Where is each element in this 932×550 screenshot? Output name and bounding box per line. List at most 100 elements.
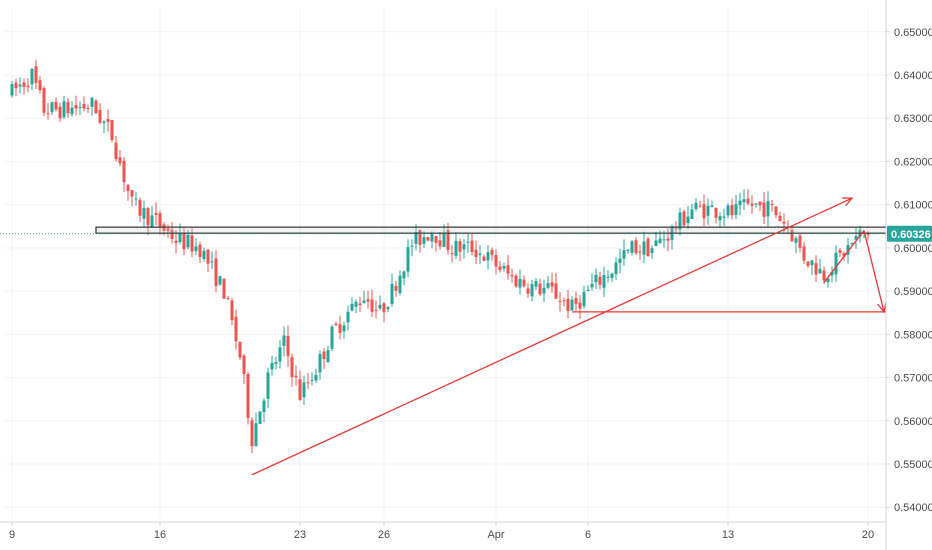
candle-body (506, 265, 510, 274)
candle (106, 109, 110, 132)
candle (654, 231, 658, 247)
candle (770, 200, 774, 212)
candle-body (654, 240, 658, 247)
candle (282, 326, 286, 357)
candle-body (618, 258, 622, 263)
candle-body (242, 355, 246, 375)
candle-body (254, 423, 258, 446)
candle-body (782, 221, 786, 224)
candle-body (78, 106, 82, 108)
candle-body (614, 262, 618, 275)
candle (82, 96, 86, 112)
candle-body (270, 363, 274, 370)
candle-body (710, 205, 714, 208)
candle (538, 278, 542, 297)
candle (486, 245, 490, 270)
x-tick-label: 23 (294, 529, 306, 541)
candle (374, 300, 378, 319)
candle (90, 96, 94, 116)
candle-body (482, 256, 486, 261)
x-tick-label: 20 (862, 529, 874, 541)
candle-body (74, 105, 78, 109)
candle (722, 208, 726, 226)
candle (86, 104, 90, 113)
candle-body (562, 300, 566, 302)
candle-body (698, 205, 702, 207)
x-tick-label: 16 (154, 529, 166, 541)
candle (578, 294, 582, 320)
candle-body (258, 411, 262, 424)
candle (226, 295, 230, 301)
candle-body (302, 382, 306, 398)
candle (414, 224, 418, 251)
candle (778, 211, 782, 222)
candle (130, 189, 134, 207)
candle-body (406, 247, 410, 272)
candle-body (814, 263, 818, 275)
candle-body (602, 275, 606, 288)
candle-body (466, 241, 470, 243)
candle-body (558, 301, 562, 303)
candle (362, 290, 366, 304)
candle (438, 232, 442, 250)
candle-body (534, 281, 538, 287)
candle (410, 239, 414, 257)
candle-body (438, 240, 442, 247)
candle-body (274, 362, 278, 365)
candle (202, 247, 206, 262)
candle-body (442, 233, 446, 247)
candle-body (414, 231, 418, 244)
candle-body (714, 208, 718, 218)
candle (390, 273, 394, 308)
candle (586, 285, 590, 292)
candle-body (550, 282, 554, 287)
candle-body (150, 215, 154, 228)
candle (394, 280, 398, 297)
pattern-line (823, 230, 865, 283)
candle (738, 192, 742, 216)
candle-body (722, 216, 726, 218)
candle-body (718, 216, 722, 221)
candle (366, 290, 370, 309)
candle (442, 224, 446, 248)
candle (198, 241, 202, 263)
candle-body (838, 249, 842, 253)
candle-body (298, 379, 302, 400)
candle-body (742, 199, 746, 203)
candle (126, 184, 130, 201)
candle-body (498, 266, 502, 271)
candle-body (830, 271, 834, 276)
candle-body (486, 252, 490, 261)
candle (330, 324, 334, 352)
candle-body (478, 253, 482, 255)
candle-body (350, 303, 354, 311)
candle-body (650, 248, 654, 254)
candle-body (510, 274, 514, 277)
candle (138, 197, 142, 222)
candle-body (850, 242, 854, 244)
candle (230, 297, 234, 326)
candle-body (282, 335, 286, 346)
candle-body (294, 375, 298, 378)
candle-body (62, 101, 66, 118)
candle (590, 273, 594, 291)
candle-body (158, 213, 162, 227)
candle-body (514, 275, 518, 287)
candle-body (690, 209, 694, 219)
candle-body (598, 276, 602, 285)
candle (530, 279, 534, 302)
candle (526, 283, 530, 298)
x-tick-label: 9 (9, 529, 15, 541)
candle-body (398, 275, 402, 294)
candle-body (582, 291, 586, 307)
candle (558, 291, 562, 312)
candle (194, 238, 198, 256)
candle-body (130, 190, 134, 197)
candle (342, 321, 346, 340)
y-tick-label: 0.65000 (894, 27, 932, 39)
candle-body (146, 208, 150, 226)
x-tick-label: 13 (722, 529, 734, 541)
candle (386, 306, 390, 313)
